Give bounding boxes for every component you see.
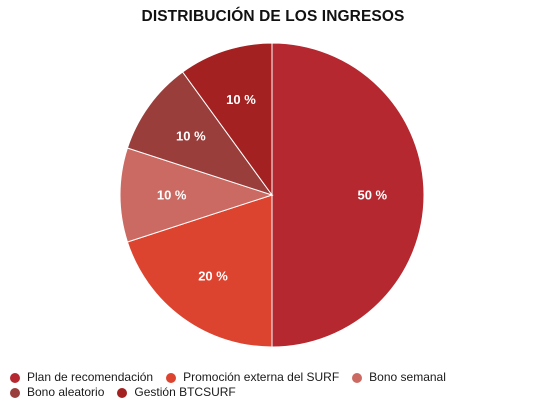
- legend-swatch: [10, 372, 20, 383]
- pie-slice-gestion-btcsurf: [181, 42, 273, 197]
- slice-label-bono-semanal: 10 %: [157, 188, 187, 203]
- slice-label-bono-aleatorio: 10 %: [176, 129, 206, 144]
- legend-label: Gestión BTCSURF: [134, 385, 236, 399]
- legend-swatch: [352, 372, 363, 383]
- chart-title: DISTRIBUCIÓN DE LOS INGRESOS: [141, 8, 405, 25]
- slice-label-gestion-btcsurf: 10 %: [226, 92, 256, 107]
- pie-slice-promocion-externa-del-surf: [126, 194, 273, 348]
- legend-item-bono-aleatorio: Bono aleatorio: [10, 385, 104, 400]
- legend-swatch: [117, 387, 128, 398]
- legend-item-bono-semanal: Bono semanal: [352, 370, 446, 385]
- legend-label: Plan de recomendación: [27, 370, 154, 384]
- pie-slice-bono-semanal: [119, 147, 274, 243]
- legend-item-plan-de-recomendacion: Plan de recomendación: [10, 370, 153, 385]
- legend-swatch: [10, 387, 20, 398]
- legend-label: Bono aleatorio: [27, 385, 105, 399]
- pie-slice-bono-aleatorio: [126, 71, 274, 196]
- chart-legend: Plan de recomendación Promoción externa d…: [10, 370, 540, 400]
- pie-labels: 50 % 20 % 10 % 10 % 10 %: [157, 92, 388, 284]
- slice-label-plan-de-recomendacion: 50 %: [357, 188, 387, 203]
- legend-swatch: [166, 372, 177, 383]
- slice-label-promocion-externa-del-surf: 20 %: [198, 269, 228, 284]
- legend-label: Promoción externa del SURF: [183, 370, 340, 384]
- pie-slices: [119, 42, 425, 348]
- pie-slice-plan-de-recomendacion: [271, 42, 425, 348]
- legend-label: Bono semanal: [369, 370, 446, 384]
- legend-item-promocion-externa-del-surf: Promoción externa del SURF: [166, 370, 339, 385]
- legend-item-gestion-btcsurf: Gestión BTCSURF: [117, 385, 236, 400]
